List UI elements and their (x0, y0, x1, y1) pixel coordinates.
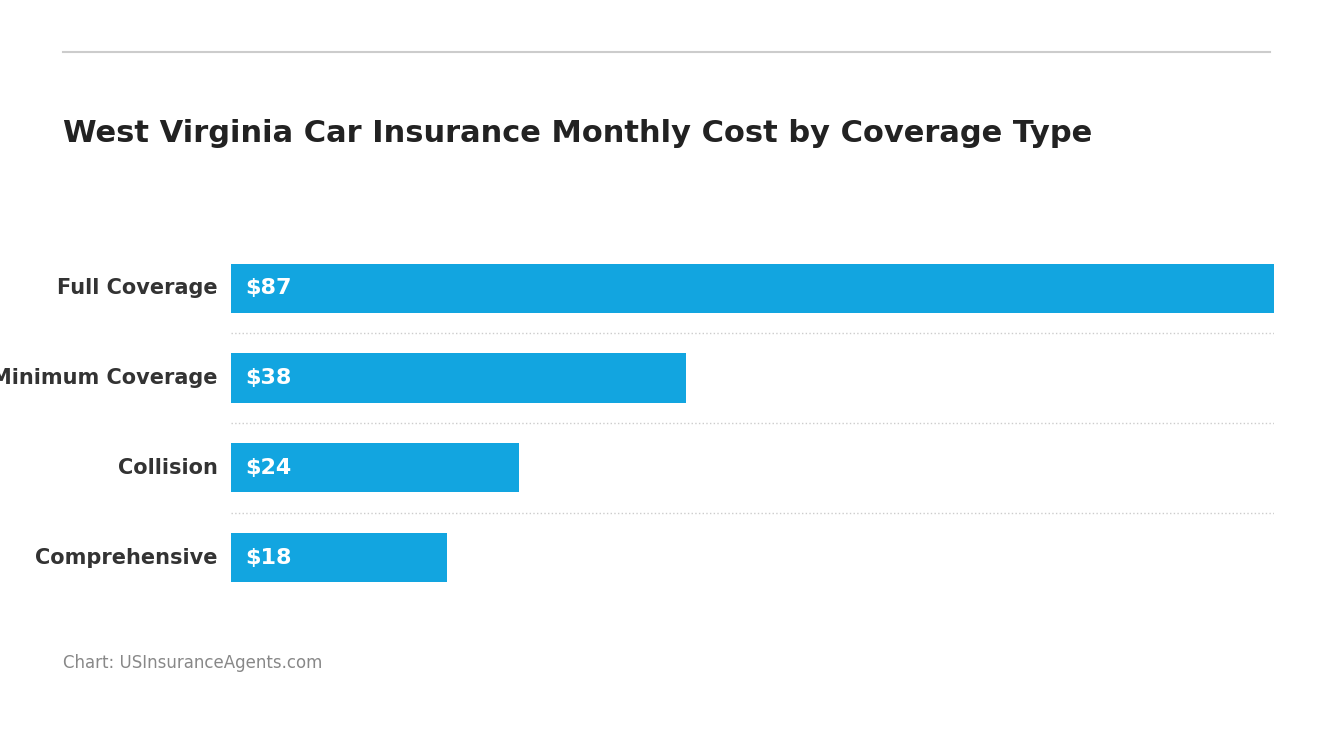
Text: $18: $18 (246, 548, 292, 568)
Text: $87: $87 (246, 278, 292, 298)
Text: $38: $38 (246, 368, 292, 388)
Text: Full Coverage: Full Coverage (57, 278, 218, 298)
Bar (231, 533, 446, 582)
Bar (231, 353, 686, 403)
Bar (231, 443, 519, 493)
Text: Minimum Coverage: Minimum Coverage (0, 368, 218, 388)
Text: Collision: Collision (117, 458, 218, 478)
Text: Comprehensive: Comprehensive (36, 548, 218, 568)
Text: $24: $24 (246, 458, 292, 478)
Text: West Virginia Car Insurance Monthly Cost by Coverage Type: West Virginia Car Insurance Monthly Cost… (63, 119, 1093, 148)
Text: Chart: USInsuranceAgents.com: Chart: USInsuranceAgents.com (63, 654, 322, 672)
Bar (231, 263, 1274, 313)
